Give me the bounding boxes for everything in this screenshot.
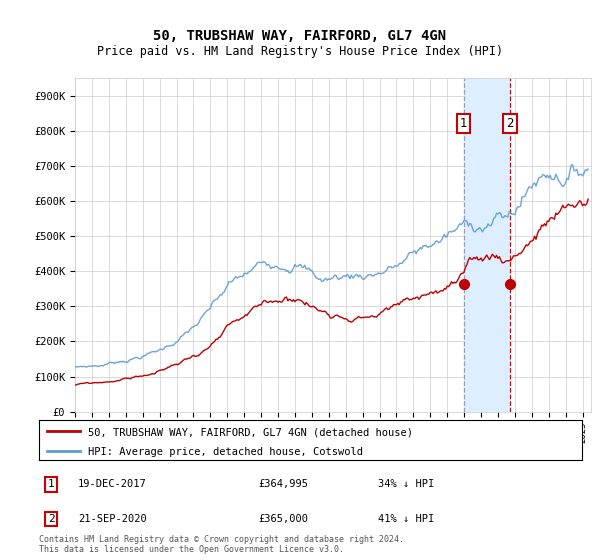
Text: 50, TRUBSHAW WAY, FAIRFORD, GL7 4GN (detached house): 50, TRUBSHAW WAY, FAIRFORD, GL7 4GN (det…	[88, 427, 413, 437]
Text: 1: 1	[460, 117, 467, 130]
Text: Price paid vs. HM Land Registry's House Price Index (HPI): Price paid vs. HM Land Registry's House …	[97, 45, 503, 58]
Text: 21-SEP-2020: 21-SEP-2020	[78, 514, 147, 524]
Text: £365,000: £365,000	[258, 514, 308, 524]
Text: 2: 2	[506, 117, 514, 130]
Text: 2: 2	[47, 514, 55, 524]
Bar	[464, 78, 510, 412]
Text: 34% ↓ HPI: 34% ↓ HPI	[378, 479, 434, 489]
Text: 1: 1	[47, 479, 55, 489]
Text: 41% ↓ HPI: 41% ↓ HPI	[378, 514, 434, 524]
Text: 50, TRUBSHAW WAY, FAIRFORD, GL7 4GN: 50, TRUBSHAW WAY, FAIRFORD, GL7 4GN	[154, 29, 446, 44]
Text: £364,995: £364,995	[258, 479, 308, 489]
Text: HPI: Average price, detached house, Cotswold: HPI: Average price, detached house, Cots…	[88, 447, 363, 458]
Text: 19-DEC-2017: 19-DEC-2017	[78, 479, 147, 489]
Text: Contains HM Land Registry data © Crown copyright and database right 2024.
This d: Contains HM Land Registry data © Crown c…	[39, 535, 404, 554]
